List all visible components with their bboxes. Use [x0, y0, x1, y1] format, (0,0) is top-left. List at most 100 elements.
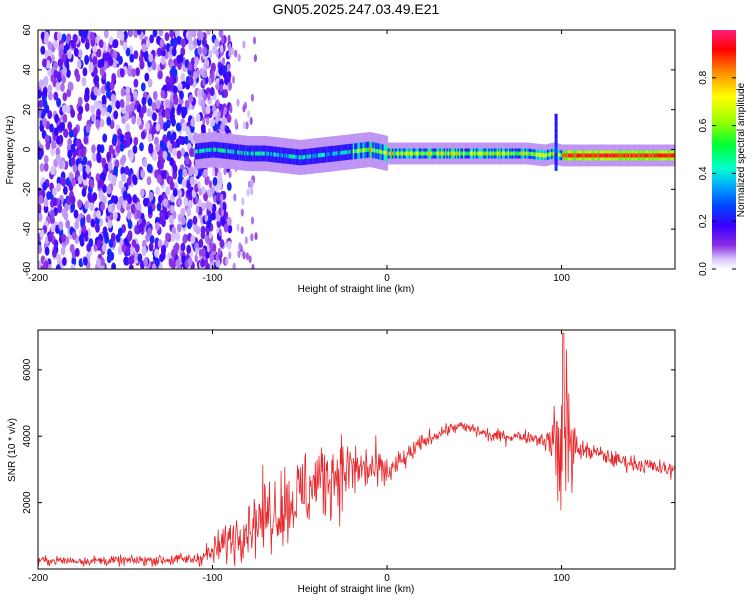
spectrogram-noise-cell: [151, 125, 157, 135]
spectrogram-noise-cell: [203, 93, 207, 102]
spectrogram-noise-cell: [218, 65, 224, 75]
spectrogram-ridge-core: [570, 153, 573, 158]
spectrogram-noise-cell: [219, 78, 224, 88]
spectrogram-noise-cell: [54, 127, 59, 137]
spectrogram-ridge-core: [572, 153, 574, 158]
spectrogram-noise-cell: [99, 58, 105, 68]
spectrogram-ridge-core: [509, 151, 511, 156]
spectrogram-noise-cell: [71, 231, 77, 241]
spectrogram-noise-cell: [125, 123, 131, 133]
spectrogram-noise-cell: [200, 123, 206, 133]
spectrogram-ridge-core: [209, 147, 211, 152]
spectrogram-noise-cell: [96, 209, 101, 219]
spectrogram-noise-cell: [220, 44, 224, 53]
spectrogram-ridge-core: [313, 153, 316, 158]
spectrogram-noise-cell: [62, 257, 67, 266]
spectrogram-noise-cell: [126, 176, 132, 186]
spectrogram-noise-cell: [61, 177, 67, 187]
spectrogram-noise-cell: [133, 90, 138, 100]
spectrogram-noise-cell: [77, 163, 83, 173]
spectrogram-ridge-core: [439, 151, 441, 156]
snr-y-axis-label: SNR (10 * v/v): [7, 418, 18, 482]
spectrogram-noise-cell: [147, 227, 153, 237]
spectrogram-noise-cell: [200, 31, 204, 40]
spectrogram-ridge-core: [580, 153, 582, 158]
spectrogram-ridge-core: [320, 153, 323, 158]
spectrogram-noise-cell: [52, 187, 57, 197]
spectrogram-ridge-core: [417, 151, 419, 156]
spectrogram-noise-cell: [155, 186, 161, 196]
spectrogram-noise-cell: [66, 88, 72, 98]
spectrogram-noise-cell: [242, 251, 246, 260]
spectrogram-noise-cell: [169, 181, 175, 191]
spectrogram-noise-cell: [125, 245, 131, 255]
spectrogram-noise-cell: [141, 217, 147, 227]
spectrogram-ridge-core: [246, 151, 249, 156]
spectrogram-noise-cell: [165, 110, 171, 120]
spectrogram-noise-cell: [43, 198, 49, 208]
spectrogram-noise-cell: [194, 242, 200, 252]
spectrogram-ridge-core: [562, 153, 564, 158]
spectrogram-ridge-core: [326, 152, 328, 157]
spectrogram-noise-cell: [228, 251, 232, 260]
spectrogram-noise-cell: [148, 164, 153, 174]
spectrogram-ridge-core: [375, 148, 377, 153]
spectrogram-ridge-core: [384, 151, 387, 155]
spectrogram-noise-cell: [123, 256, 129, 266]
spectrogram-ridge-core: [365, 148, 367, 152]
spectrogram-noise-cell: [226, 114, 232, 123]
spectrogram-noise-cell: [223, 167, 227, 176]
spectrogram-ridge-core: [340, 150, 342, 155]
spectrogram-spike-cell: [554, 143, 558, 147]
spectrogram-ridge-core: [566, 153, 568, 158]
spectrogram-ridge-core: [418, 151, 421, 156]
spectrogram-ridge-core: [357, 148, 359, 153]
spectrogram-noise-cell: [208, 231, 212, 240]
x-tick-label: -200: [28, 573, 48, 584]
spectrogram-ridge-core: [317, 153, 320, 158]
spectrogram-noise-cell: [118, 195, 124, 205]
spectrogram-ridge-core: [378, 149, 380, 154]
spectrogram-noise-cell: [55, 82, 61, 92]
spectrogram-noise-cell: [43, 155, 49, 164]
spectrogram-noise-cell: [202, 78, 206, 87]
spectrogram-noise-cell: [47, 110, 53, 120]
spectrogram-ridge-core: [482, 151, 485, 156]
spectrogram-ridge-core: [612, 153, 615, 158]
spectrogram-noise-cell: [42, 263, 47, 269]
spectrogram-noise-cell: [139, 188, 145, 198]
spectrogram-ridge-core: [391, 151, 394, 156]
spectrogram-noise-cell: [240, 208, 244, 217]
spectrogram-noise-cell: [226, 70, 232, 80]
spectrogram-ridge-core: [622, 153, 624, 158]
spectrogram-noise-cell: [94, 100, 100, 110]
spectrogram-noise-cell: [116, 30, 122, 39]
spectrogram-noise-cell: [215, 210, 219, 219]
spectrogram-noise-cell: [207, 188, 213, 198]
spectrogram-ridge-core: [502, 151, 504, 156]
spectrogram-ridge-core: [458, 151, 461, 156]
spectrogram-noise-cell: [125, 47, 131, 57]
spectrogram-noise-cell: [172, 68, 178, 78]
spectrogram-noise-cell: [223, 223, 229, 233]
spectrogram-spike-cell: [554, 134, 558, 139]
spectrogram-noise-cell: [128, 30, 134, 38]
spectrogram-noise-cell: [219, 201, 223, 210]
spectrogram-ridge-core: [386, 151, 388, 156]
spectrogram-noise-cell: [93, 86, 99, 96]
spectrogram-noise-cell: [118, 180, 124, 190]
spectrogram-noise-cell: [171, 248, 176, 258]
spectrogram-noise-cell: [219, 84, 224, 92]
spectrogram-noise-cell: [100, 202, 105, 211]
spectrogram-noise-cell: [195, 113, 201, 123]
spectrogram-noise-cell: [197, 46, 203, 56]
spectrogram-noise-cell: [113, 195, 119, 205]
spectrogram-noise-cell: [221, 36, 225, 44]
spectrogram-ridge-core: [488, 151, 490, 156]
spectrogram-ridge-core: [351, 149, 353, 154]
spectrogram-ridge-core: [354, 149, 356, 154]
spectrogram-ridge-core: [224, 148, 226, 153]
spectrogram-ridge-core: [297, 155, 299, 160]
spectrogram-ridge-core: [574, 153, 577, 158]
spectrogram-noise-cell: [177, 103, 183, 113]
